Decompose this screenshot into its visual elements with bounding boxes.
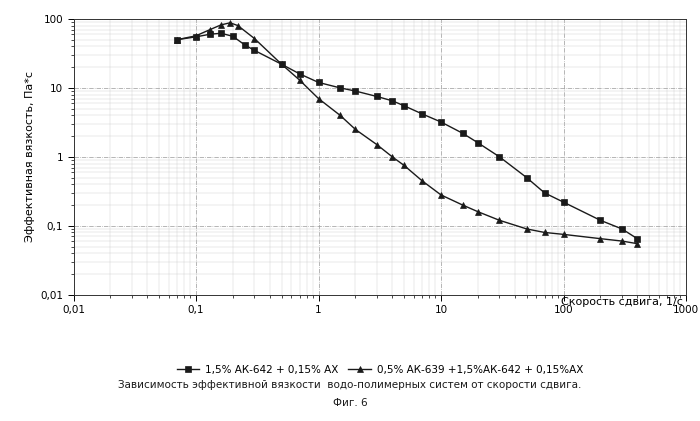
1,5% АК-642 + 0,15% АХ bbox=[192, 35, 200, 40]
0,5% АК-639 +1,5%АК-642 + 0,15%АХ bbox=[192, 33, 200, 38]
0,5% АК-639 +1,5%АК-642 + 0,15%АХ bbox=[633, 241, 641, 246]
0,5% АК-639 +1,5%АК-642 + 0,15%АХ bbox=[372, 142, 381, 147]
Text: Скорость сдвига, 1/с: Скорость сдвига, 1/с bbox=[561, 297, 682, 307]
0,5% АК-639 +1,5%АК-642 + 0,15%АХ bbox=[522, 226, 531, 232]
1,5% АК-642 + 0,15% АХ bbox=[400, 103, 408, 108]
0,5% АК-639 +1,5%АК-642 + 0,15%АХ bbox=[336, 113, 344, 118]
0,5% АК-639 +1,5%АК-642 + 0,15%АХ bbox=[277, 62, 286, 67]
1,5% АК-642 + 0,15% АХ bbox=[351, 88, 360, 93]
0,5% АК-639 +1,5%АК-642 + 0,15%АХ bbox=[495, 218, 503, 223]
1,5% АК-642 + 0,15% АХ bbox=[217, 31, 225, 36]
0,5% АК-639 +1,5%АК-642 + 0,15%АХ bbox=[250, 36, 258, 41]
1,5% АК-642 + 0,15% АХ bbox=[617, 226, 626, 232]
1,5% АК-642 + 0,15% АХ bbox=[372, 94, 381, 99]
0,5% АК-639 +1,5%АК-642 + 0,15%АХ bbox=[437, 192, 445, 197]
1,5% АК-642 + 0,15% АХ bbox=[241, 43, 249, 48]
Line: 0,5% АК-639 +1,5%АК-642 + 0,15%АХ: 0,5% АК-639 +1,5%АК-642 + 0,15%АХ bbox=[174, 19, 640, 247]
1,5% АК-642 + 0,15% АХ bbox=[388, 98, 396, 103]
0,5% АК-639 +1,5%АК-642 + 0,15%АХ bbox=[617, 239, 626, 244]
1,5% АК-642 + 0,15% АХ bbox=[458, 131, 467, 136]
0,5% АК-639 +1,5%АК-642 + 0,15%АХ bbox=[314, 96, 323, 101]
0,5% АК-639 +1,5%АК-642 + 0,15%АХ bbox=[474, 209, 482, 214]
1,5% АК-642 + 0,15% АХ bbox=[522, 175, 531, 180]
1,5% АК-642 + 0,15% АХ bbox=[559, 200, 568, 205]
Y-axis label: Эффективная вязкость, Па*с: Эффективная вязкость, Па*с bbox=[25, 71, 34, 242]
1,5% АК-642 + 0,15% АХ bbox=[314, 80, 323, 85]
0,5% АК-639 +1,5%АК-642 + 0,15%АХ bbox=[458, 203, 467, 208]
1,5% АК-642 + 0,15% АХ bbox=[336, 85, 344, 91]
Text: Зависимость эффективной вязкости  водо-полимерных систем от скорости сдвига.: Зависимость эффективной вязкости водо-по… bbox=[118, 380, 582, 390]
1,5% АК-642 + 0,15% АХ bbox=[229, 34, 237, 39]
0,5% АК-639 +1,5%АК-642 + 0,15%АХ bbox=[559, 232, 568, 237]
1,5% АК-642 + 0,15% АХ bbox=[540, 190, 549, 195]
1,5% АК-642 + 0,15% АХ bbox=[495, 154, 503, 159]
0,5% АК-639 +1,5%АК-642 + 0,15%АХ bbox=[418, 178, 426, 183]
0,5% АК-639 +1,5%АК-642 + 0,15%АХ bbox=[400, 163, 408, 168]
1,5% АК-642 + 0,15% АХ bbox=[474, 140, 482, 145]
0,5% АК-639 +1,5%АК-642 + 0,15%АХ bbox=[540, 230, 549, 235]
0,5% АК-639 +1,5%АК-642 + 0,15%АХ bbox=[217, 22, 225, 27]
0,5% АК-639 +1,5%АК-642 + 0,15%АХ bbox=[388, 154, 396, 159]
1,5% АК-642 + 0,15% АХ bbox=[295, 71, 304, 76]
0,5% АК-639 +1,5%АК-642 + 0,15%АХ bbox=[234, 23, 242, 28]
0,5% АК-639 +1,5%АК-642 + 0,15%АХ bbox=[226, 20, 234, 25]
Legend: 1,5% АК-642 + 0,15% АХ, 0,5% АК-639 +1,5%АК-642 + 0,15%АХ: 1,5% АК-642 + 0,15% АХ, 0,5% АК-639 +1,5… bbox=[172, 360, 587, 379]
0,5% АК-639 +1,5%АК-642 + 0,15%АХ bbox=[351, 127, 360, 132]
1,5% АК-642 + 0,15% АХ bbox=[633, 236, 641, 241]
1,5% АК-642 + 0,15% АХ bbox=[437, 120, 445, 125]
1,5% АК-642 + 0,15% АХ bbox=[250, 48, 258, 53]
1,5% АК-642 + 0,15% АХ bbox=[418, 111, 426, 116]
Line: 1,5% АК-642 + 0,15% АХ: 1,5% АК-642 + 0,15% АХ bbox=[174, 30, 640, 242]
1,5% АК-642 + 0,15% АХ bbox=[596, 218, 605, 223]
0,5% АК-639 +1,5%АК-642 + 0,15%АХ bbox=[173, 37, 181, 42]
1,5% АК-642 + 0,15% АХ bbox=[206, 32, 214, 37]
0,5% АК-639 +1,5%АК-642 + 0,15%АХ bbox=[206, 27, 214, 32]
0,5% АК-639 +1,5%АК-642 + 0,15%АХ bbox=[295, 77, 304, 83]
1,5% АК-642 + 0,15% АХ bbox=[173, 37, 181, 42]
0,5% АК-639 +1,5%АК-642 + 0,15%АХ bbox=[596, 236, 605, 241]
Text: Фиг. 6: Фиг. 6 bbox=[332, 398, 368, 408]
1,5% АК-642 + 0,15% АХ bbox=[277, 62, 286, 67]
